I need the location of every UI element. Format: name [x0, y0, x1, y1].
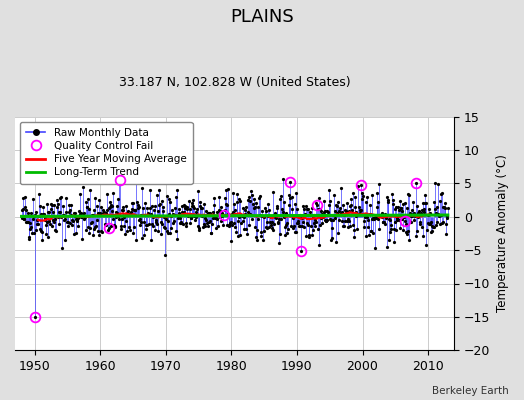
Title: 33.187 N, 102.828 W (United States): 33.187 N, 102.828 W (United States): [119, 76, 351, 89]
Text: Berkeley Earth: Berkeley Earth: [432, 386, 508, 396]
Text: PLAINS: PLAINS: [230, 8, 294, 26]
Legend: Raw Monthly Data, Quality Control Fail, Five Year Moving Average, Long-Term Tren: Raw Monthly Data, Quality Control Fail, …: [20, 122, 192, 184]
Y-axis label: Temperature Anomaly (°C): Temperature Anomaly (°C): [496, 154, 509, 312]
